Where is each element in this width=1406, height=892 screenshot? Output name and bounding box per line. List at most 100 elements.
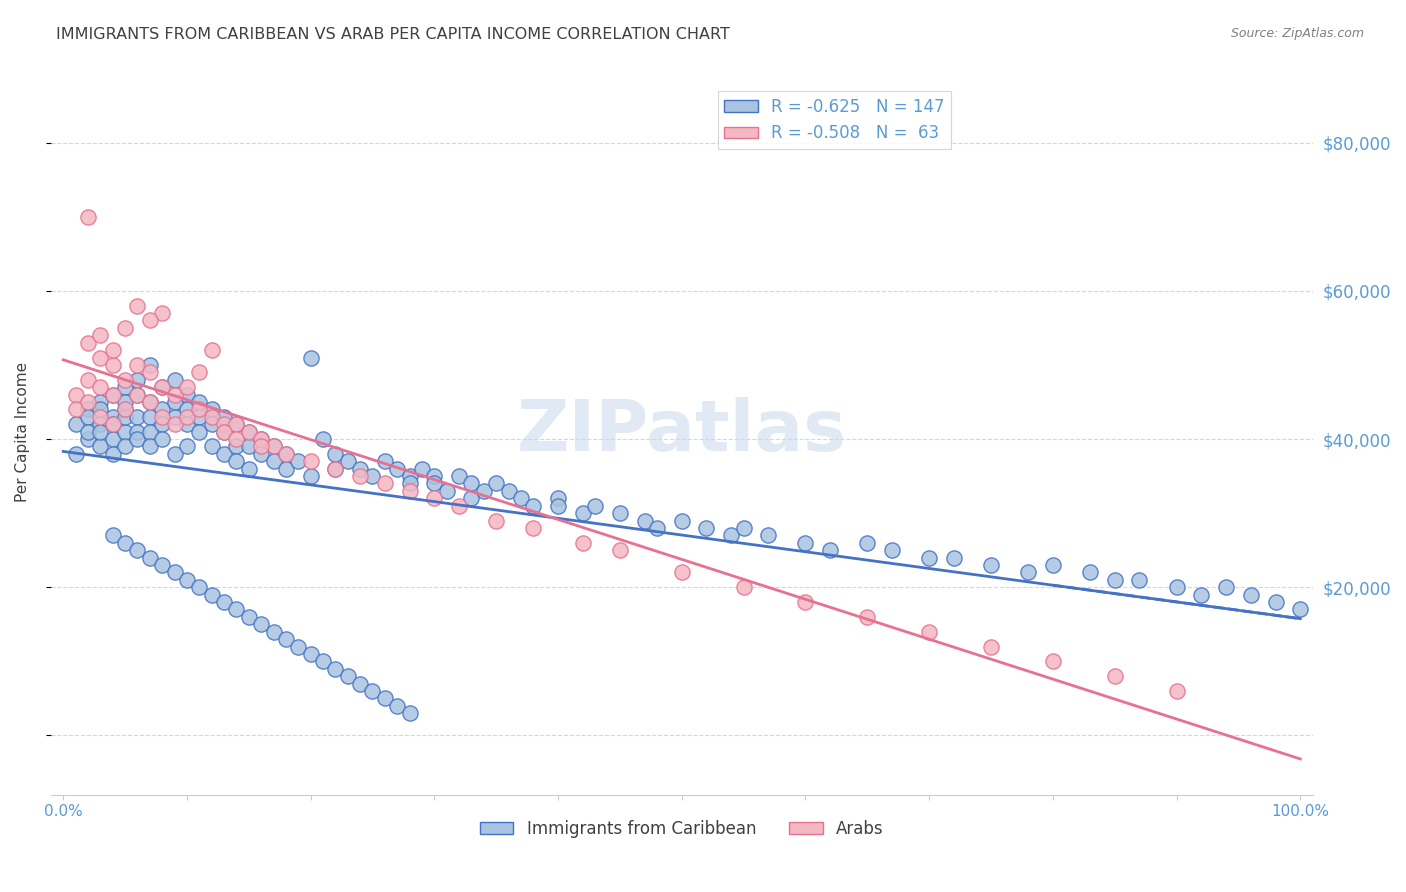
Point xyxy=(423,469,446,483)
Text: Source: ZipAtlas.com: Source: ZipAtlas.com xyxy=(1230,27,1364,40)
Point xyxy=(101,528,124,542)
Point xyxy=(101,409,124,424)
Point xyxy=(101,432,124,446)
Point xyxy=(299,469,322,483)
Point xyxy=(188,365,211,379)
Point xyxy=(1166,580,1188,594)
Point xyxy=(225,439,247,453)
Point xyxy=(238,610,260,624)
Point xyxy=(201,402,224,417)
Point xyxy=(150,409,173,424)
Point xyxy=(609,543,631,558)
Point xyxy=(349,676,371,690)
Point xyxy=(238,439,260,453)
Point xyxy=(398,469,420,483)
Point xyxy=(77,432,100,446)
Point xyxy=(423,476,446,491)
Point xyxy=(77,425,100,439)
Point xyxy=(1189,588,1212,602)
Point xyxy=(374,691,396,706)
Point xyxy=(1240,588,1263,602)
Point xyxy=(472,483,495,498)
Point xyxy=(274,447,297,461)
Point xyxy=(114,535,136,549)
Text: IMMIGRANTS FROM CARIBBEAN VS ARAB PER CAPITA INCOME CORRELATION CHART: IMMIGRANTS FROM CARIBBEAN VS ARAB PER CA… xyxy=(56,27,730,42)
Point xyxy=(1128,573,1150,587)
Point xyxy=(695,521,717,535)
Point xyxy=(188,402,211,417)
Point xyxy=(127,425,149,439)
Point xyxy=(77,373,100,387)
Point xyxy=(163,409,186,424)
Point xyxy=(609,506,631,520)
Point xyxy=(374,476,396,491)
Point xyxy=(411,461,433,475)
Point xyxy=(918,550,941,565)
Point xyxy=(65,387,87,401)
Point xyxy=(139,439,162,453)
Point xyxy=(449,499,471,513)
Legend: Immigrants from Caribbean, Arabs: Immigrants from Caribbean, Arabs xyxy=(474,814,890,845)
Point xyxy=(89,395,111,409)
Point xyxy=(299,647,322,661)
Point xyxy=(139,550,162,565)
Point xyxy=(77,395,100,409)
Point xyxy=(263,624,285,639)
Point xyxy=(299,351,322,365)
Point xyxy=(225,432,247,446)
Point xyxy=(1042,558,1064,572)
Point xyxy=(127,373,149,387)
Point xyxy=(485,514,508,528)
Point xyxy=(212,409,235,424)
Point xyxy=(77,335,100,350)
Point xyxy=(398,476,420,491)
Point xyxy=(398,483,420,498)
Point xyxy=(139,425,162,439)
Point xyxy=(139,395,162,409)
Point xyxy=(212,425,235,439)
Point xyxy=(274,461,297,475)
Point xyxy=(361,469,384,483)
Point xyxy=(139,358,162,372)
Point xyxy=(1078,566,1101,580)
Point xyxy=(127,543,149,558)
Point xyxy=(176,387,198,401)
Point xyxy=(263,454,285,468)
Point xyxy=(856,610,879,624)
Point xyxy=(325,461,347,475)
Point xyxy=(201,343,224,357)
Point xyxy=(980,640,1002,654)
Point xyxy=(509,491,531,506)
Point xyxy=(374,454,396,468)
Point xyxy=(671,514,693,528)
Point xyxy=(114,425,136,439)
Point xyxy=(188,580,211,594)
Point xyxy=(101,417,124,432)
Point xyxy=(225,454,247,468)
Point xyxy=(127,299,149,313)
Point xyxy=(176,402,198,417)
Point xyxy=(89,409,111,424)
Point xyxy=(89,417,111,432)
Point xyxy=(238,425,260,439)
Point xyxy=(176,439,198,453)
Point xyxy=(325,447,347,461)
Point xyxy=(127,409,149,424)
Point xyxy=(163,387,186,401)
Point xyxy=(274,447,297,461)
Point xyxy=(756,528,779,542)
Point xyxy=(522,499,544,513)
Point xyxy=(522,521,544,535)
Point xyxy=(139,313,162,327)
Point xyxy=(114,402,136,417)
Point xyxy=(101,387,124,401)
Point xyxy=(114,373,136,387)
Point xyxy=(671,566,693,580)
Point xyxy=(212,447,235,461)
Point xyxy=(150,380,173,394)
Point xyxy=(101,417,124,432)
Point xyxy=(89,439,111,453)
Point xyxy=(436,483,458,498)
Point xyxy=(498,483,520,498)
Point xyxy=(733,521,755,535)
